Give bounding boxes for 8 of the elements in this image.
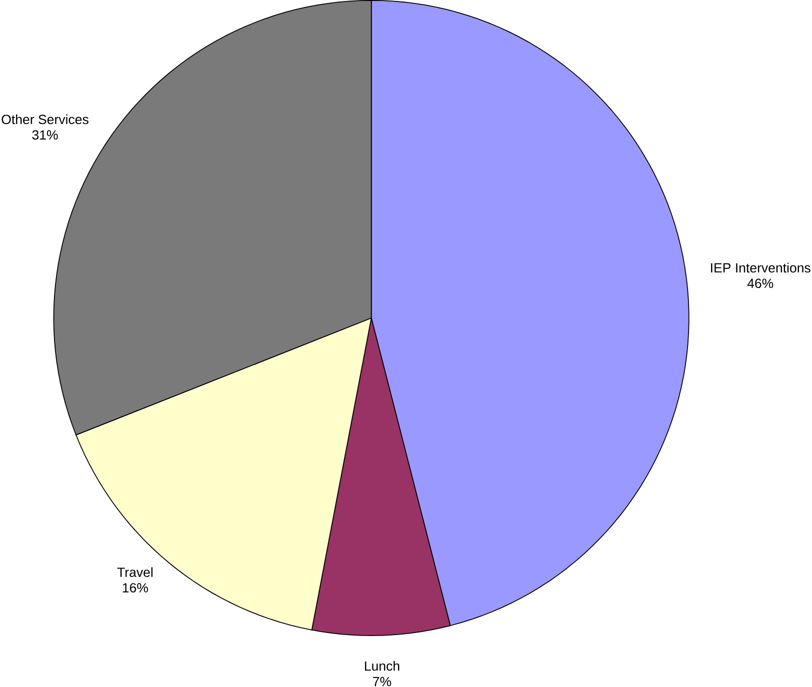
- data-label: 46%: [747, 278, 774, 288]
- data-label: 16%: [122, 582, 148, 592]
- slice-label: Other Services: [2, 114, 88, 124]
- data-label: 31%: [32, 130, 58, 140]
- data-label: 7%: [373, 676, 392, 686]
- slice-label: IEP Interventions: [711, 262, 810, 272]
- slice-label: Lunch: [364, 660, 400, 671]
- slice-label: Travel: [117, 567, 152, 577]
